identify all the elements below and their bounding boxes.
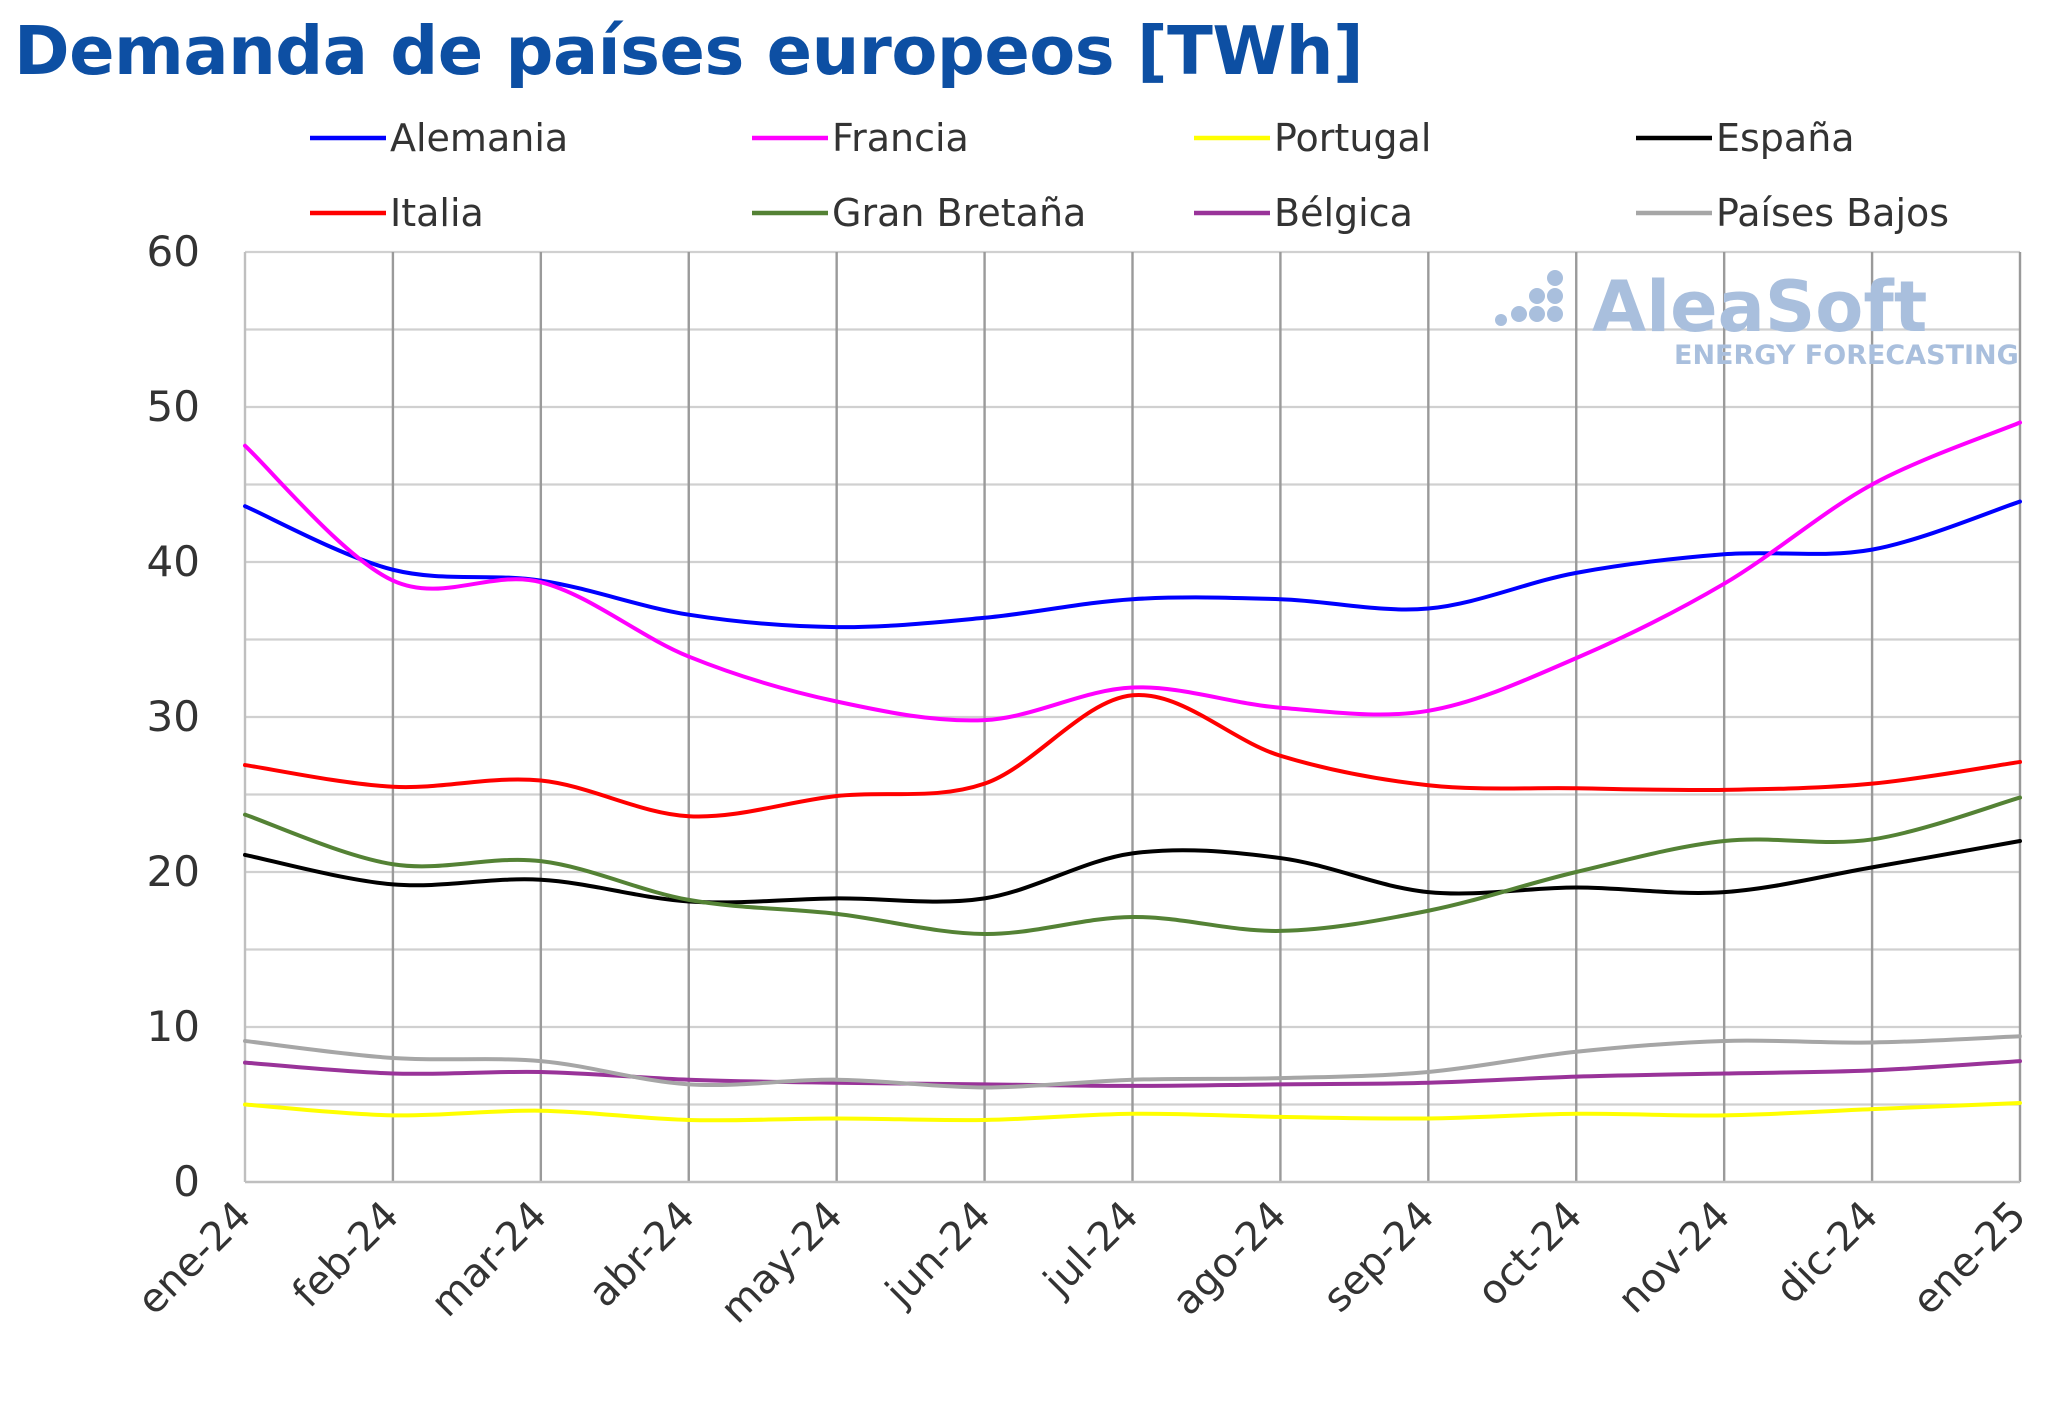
x-tick-label: dic-24 (1767, 1193, 1887, 1313)
y-axis-ticks: 0 10 20 30 40 50 60 (147, 227, 200, 1206)
logo-dot (1511, 306, 1527, 322)
logo-dot (1529, 288, 1545, 304)
x-tick-label: may-24 (712, 1193, 852, 1333)
x-tick-label: feb-24 (284, 1193, 408, 1317)
legend-label-portugal: Portugal (1274, 116, 1431, 160)
series-line-italia (243, 693, 2022, 819)
series-line-belgica (243, 1059, 2022, 1088)
series-line-gran-bretana (243, 795, 2022, 937)
legend: Alemania Francia Portugal España Italia Gran … (310, 116, 1949, 235)
x-tick-label: ene-25 (1904, 1193, 2035, 1324)
watermark-tagline: ENERGY FORECASTING (1674, 340, 2019, 371)
watermark-brand: AleaSoft (1592, 266, 1927, 348)
x-tick-label: nov-24 (1609, 1193, 1739, 1323)
x-tick-label: ene-24 (129, 1193, 260, 1324)
y-tick-label: 50 (147, 382, 200, 431)
legend-label-italia: Italia (390, 191, 484, 235)
y-tick-label: 30 (147, 692, 200, 741)
y-tick-label: 60 (147, 227, 200, 276)
logo-dot (1547, 270, 1563, 286)
series-line-espana (243, 839, 2022, 905)
series-line-paises-bajos (243, 1034, 2022, 1090)
series-lines (243, 420, 2022, 1123)
legend-label-francia: Francia (832, 116, 969, 160)
y-tick-label: 20 (147, 847, 200, 896)
x-tick-label: ago-24 (1164, 1193, 1296, 1325)
grid-lines (245, 250, 2022, 1182)
logo-dot (1495, 314, 1507, 326)
x-tick-label: abr-24 (580, 1193, 704, 1317)
legend-label-espana: España (1716, 116, 1855, 160)
logo-dot (1529, 306, 1545, 322)
x-tick-label: sep-24 (1315, 1193, 1444, 1322)
x-tick-label: jun-24 (877, 1193, 1000, 1316)
aleasoft-watermark: AleaSoft ENERGY FORECASTING (1495, 266, 2019, 371)
y-tick-label: 10 (147, 1002, 200, 1051)
legend-label-gran-bretana: Gran Bretaña (832, 191, 1086, 235)
legend-label-paises-bajos: Países Bajos (1716, 191, 1949, 235)
logo-dot (1547, 306, 1563, 322)
aleasoft-logo-dots-icon (1495, 270, 1563, 326)
legend-label-belgica: Bélgica (1274, 191, 1413, 235)
y-tick-label: 0 (173, 1157, 200, 1206)
logo-dot (1547, 288, 1563, 304)
series-line-francia (243, 420, 2022, 723)
x-tick-label: mar-24 (422, 1193, 555, 1326)
legend-label-alemania: Alemania (390, 116, 568, 160)
x-tick-label: oct-24 (1469, 1193, 1592, 1316)
x-tick-label: jul-24 (1034, 1193, 1147, 1306)
x-axis-ticks: ene-24 feb-24 mar-24 abr-24 may-24 jun-24 jul-… (129, 1193, 2035, 1333)
axes (243, 252, 2020, 1184)
y-tick-label: 40 (147, 537, 200, 586)
chart-title: Demanda de países europeos [TWh] (14, 12, 1364, 90)
series-line-portugal (243, 1100, 2022, 1123)
